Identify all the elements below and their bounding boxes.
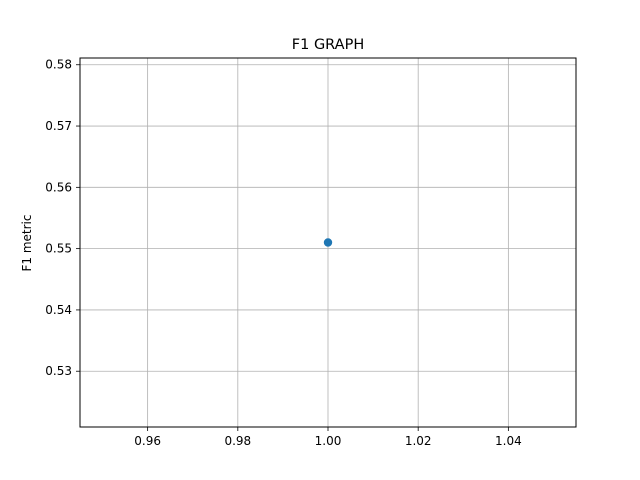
x-tick-label-0: 0.96 [134,434,161,448]
axes-layer: 0.96 0.98 1.00 1.02 1.04 0.53 0.54 0.55 0.56 0.57… [45,57,577,448]
y-tick-label-4: 0.57 [45,119,72,133]
chart-title: F1 GRAPH [292,37,364,53]
x-tick-label-4: 1.04 [495,434,522,448]
y-tick-label-3: 0.56 [45,180,72,194]
y-tick-label-0: 0.53 [45,364,72,378]
x-tick-label-2: 1.00 [315,434,342,448]
grid-layer [80,58,576,427]
plot-layer [323,238,333,247]
y-axis-label: F1 metric [20,215,34,272]
x-tick-label-3: 1.02 [405,434,432,448]
y-tick-label-2: 0.55 [45,242,72,256]
y-tick-label-5: 0.58 [45,58,72,72]
y-tick-label-1: 0.54 [45,303,72,317]
x-tick-label-1: 0.98 [224,434,251,448]
data-point-0 [323,238,333,247]
label-layer: F1 GRAPH F1 metric [20,37,364,272]
